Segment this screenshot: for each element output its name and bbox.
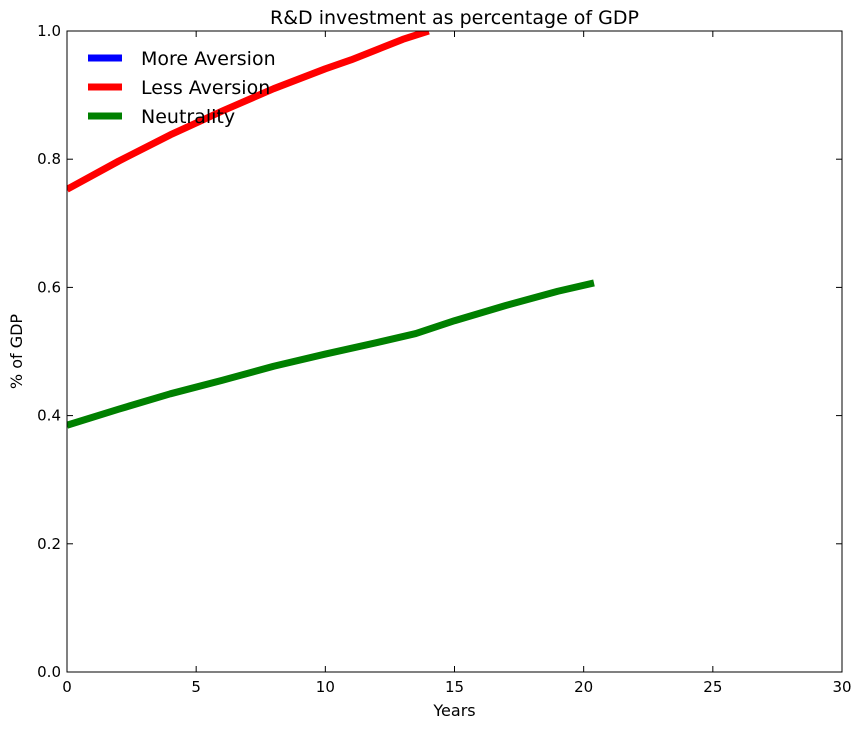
plot-area: 0 5 10 15 20 25 30 0.0 0.2 0.4 0.6 0.8 1.0: [37, 22, 851, 696]
y-axis-title: % of GDP: [7, 314, 26, 390]
y-tick-label: 0.6: [37, 278, 61, 296]
chart-title: R&D investment as percentage of GDP: [270, 7, 639, 29]
series-lines: [67, 31, 595, 429]
y-tick-label: 0.0: [37, 663, 61, 681]
series-line-neutrality: [67, 279, 595, 429]
plot-background: [67, 31, 842, 672]
x-axis-title: Years: [432, 701, 475, 720]
x-tick-label: 20: [574, 678, 593, 696]
series-line-less-aversion: [67, 31, 430, 193]
legend-label-neutrality: Neutrality: [141, 106, 235, 128]
x-tick-label: 5: [191, 678, 201, 696]
y-tick-label: 0.8: [37, 150, 61, 168]
x-tick-label: 25: [703, 678, 722, 696]
y-tick-label: 0.4: [37, 407, 61, 425]
x-tick-label: 10: [316, 678, 335, 696]
legend-label-less-aversion: Less Aversion: [141, 77, 270, 99]
y-tick-label: 0.2: [37, 535, 61, 553]
y-tick-label: 1.0: [37, 22, 61, 40]
legend: More Aversion Less Aversion Neutrality: [88, 48, 276, 128]
x-tick-label: 30: [832, 678, 851, 696]
x-tick-label: 15: [445, 678, 464, 696]
legend-label-more-aversion: More Aversion: [141, 48, 276, 70]
x-tick-label: 0: [62, 678, 72, 696]
